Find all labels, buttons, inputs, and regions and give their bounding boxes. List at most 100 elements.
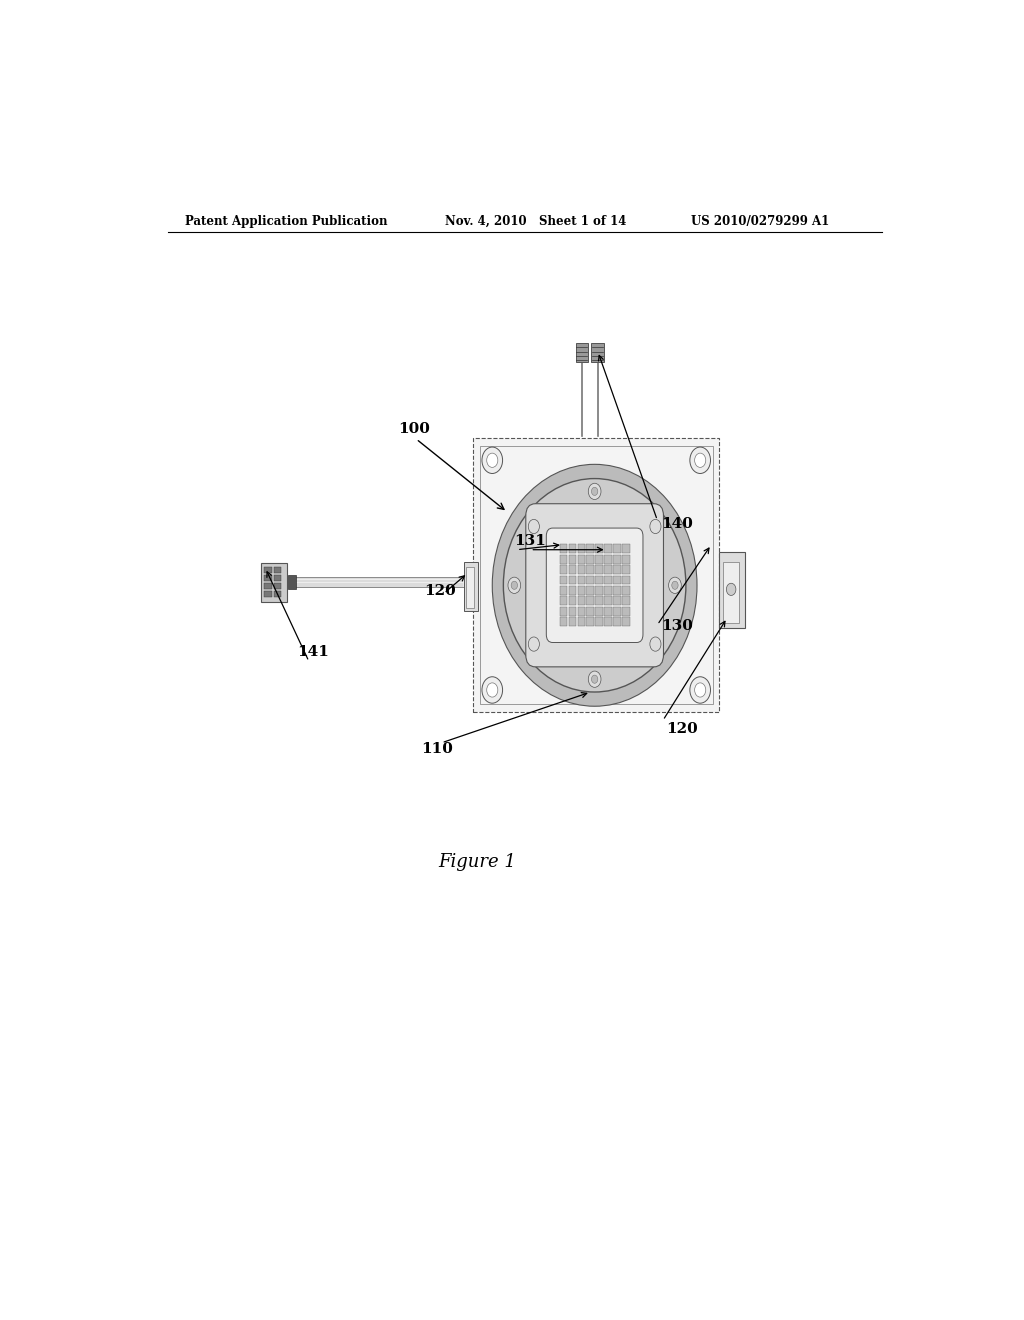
Text: 131: 131 [514,533,547,548]
Bar [595,554,603,564]
Bar [261,562,287,602]
Bar [568,576,577,585]
Bar [623,576,630,585]
Bar [613,618,621,626]
Bar [595,597,603,606]
Bar [575,343,588,362]
Bar [604,618,612,626]
Bar [289,576,296,589]
Circle shape [672,581,678,589]
Circle shape [528,638,540,651]
Bar [613,597,621,606]
Bar [578,544,585,553]
Bar [595,576,603,585]
Circle shape [511,581,517,589]
Circle shape [726,583,736,595]
Bar [560,597,567,606]
Bar [578,576,585,585]
Bar [623,586,630,595]
Bar [604,544,612,553]
Bar [473,438,719,713]
Bar [587,586,594,595]
Bar [560,544,567,553]
Bar [578,554,585,564]
Bar [264,583,271,589]
FancyBboxPatch shape [547,528,643,643]
Circle shape [669,577,681,594]
Bar [613,554,621,564]
Circle shape [690,447,711,474]
Text: 141: 141 [297,645,329,660]
Bar [623,618,630,626]
Circle shape [486,453,498,467]
Circle shape [650,519,660,533]
Bar [560,576,567,585]
Bar [479,446,713,704]
Bar [592,343,604,362]
Bar [613,607,621,615]
Bar [560,607,567,615]
Bar [587,565,594,574]
Bar [568,544,577,553]
Text: 140: 140 [662,517,693,532]
Bar [568,554,577,564]
Bar [587,597,594,606]
Bar [274,568,282,573]
Bar [274,583,282,589]
Bar [595,618,603,626]
Ellipse shape [529,508,660,663]
Bar [604,576,612,585]
Bar [264,576,271,581]
Bar [595,607,603,615]
Circle shape [486,682,498,697]
Bar [578,618,585,626]
Bar [587,618,594,626]
Bar [578,565,585,574]
Text: Figure 1: Figure 1 [438,853,516,871]
Bar [623,544,630,553]
Bar [613,544,621,553]
Bar [613,565,621,574]
Bar [587,554,594,564]
Bar [274,576,282,581]
Text: 110: 110 [422,742,454,756]
Text: 130: 130 [662,619,693,634]
Text: 120: 120 [424,585,456,598]
FancyBboxPatch shape [525,504,664,667]
Bar [578,597,585,606]
Bar [568,586,577,595]
Bar [264,591,271,598]
Bar [604,554,612,564]
Bar [264,568,271,573]
Circle shape [482,677,503,704]
Bar [604,607,612,615]
Circle shape [592,487,598,495]
Bar [568,607,577,615]
Bar [613,576,621,585]
Bar [604,565,612,574]
Bar [568,565,577,574]
Text: US 2010/0279299 A1: US 2010/0279299 A1 [691,215,829,228]
Bar [623,607,630,615]
Bar [595,544,603,553]
Circle shape [690,677,711,704]
Circle shape [694,682,706,697]
Bar [587,607,594,615]
Bar [587,576,594,585]
Bar [723,562,739,623]
Bar [578,607,585,615]
Circle shape [508,577,520,594]
Bar [604,597,612,606]
Circle shape [588,483,601,499]
Text: 100: 100 [397,422,430,436]
Bar [466,568,474,607]
Bar [587,544,594,553]
Ellipse shape [493,465,697,706]
Bar [464,562,478,611]
Text: Patent Application Publication: Patent Application Publication [185,215,388,228]
Bar [560,586,567,595]
Circle shape [694,453,706,467]
Bar [604,586,612,595]
Bar [560,618,567,626]
Circle shape [528,519,540,533]
